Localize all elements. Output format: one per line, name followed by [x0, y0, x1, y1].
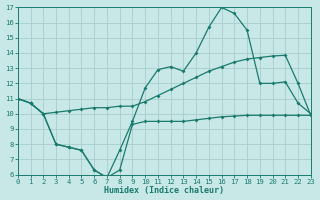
X-axis label: Humidex (Indice chaleur): Humidex (Indice chaleur) [104, 186, 224, 195]
